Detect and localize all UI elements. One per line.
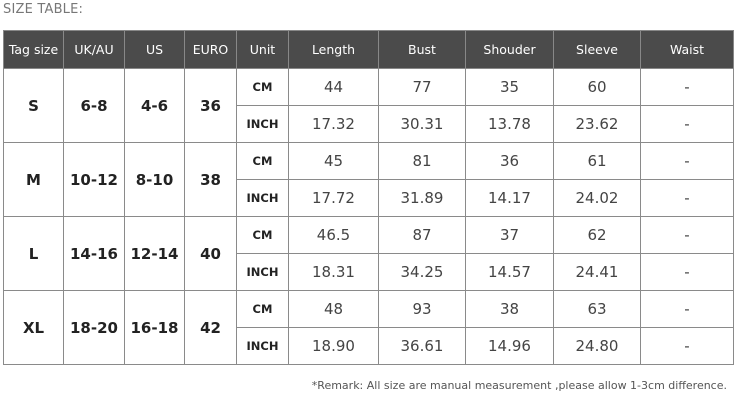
- measurement-cell: 35: [465, 68, 554, 106]
- measurement-cell: 17.32: [288, 105, 379, 143]
- measurement-cell: -: [640, 179, 734, 217]
- size-uk: 14-16: [63, 216, 125, 291]
- table-row: S 6-8 4-6 36 CM 44 77 35 60-: [3, 68, 734, 143]
- measurement-cell: 44: [288, 68, 379, 106]
- size-uk: 18-20: [63, 290, 125, 365]
- measurement-cell: 24.41: [553, 253, 641, 291]
- size-us: 8-10: [124, 142, 185, 217]
- column-header: Tag size: [3, 30, 64, 69]
- size-uk: 6-8: [63, 68, 125, 143]
- unit-cell: CM: [236, 142, 289, 180]
- measurement-cell: 13.78: [465, 105, 554, 143]
- measurement-cell: 23.62: [553, 105, 641, 143]
- measurement-cell: 30.31: [378, 105, 466, 143]
- measurement-cell: 45: [288, 142, 379, 180]
- measurement-cell: 31.89: [378, 179, 466, 217]
- column-header: Waist: [640, 30, 734, 69]
- size-euro: 36: [184, 68, 237, 143]
- measurement-cell: -: [640, 290, 734, 328]
- measurement-cell: 24.02: [553, 179, 641, 217]
- measurement-cell: -: [640, 327, 734, 365]
- unit-cell: INCH: [236, 105, 289, 143]
- table-row: INCH 17.32 30.31 13.78 23.62-: [4, 105, 734, 143]
- column-header: US: [124, 30, 185, 69]
- size-us: 12-14: [124, 216, 185, 291]
- table-row: INCH 18.90 36.61 14.96 24.80-: [4, 327, 734, 365]
- table-row: INCH 18.31 34.25 14.57 24.41-: [4, 253, 734, 291]
- measurement-cell: 62: [553, 216, 641, 254]
- measurement-cell: 48: [288, 290, 379, 328]
- measurement-cell: 81: [378, 142, 466, 180]
- measurement-cell: 46.5: [288, 216, 379, 254]
- table-row: L 14-16 12-14 40 CM 46.5 87 37 62-: [3, 216, 734, 291]
- size-tag: L: [3, 216, 64, 291]
- measurement-cell: 34.25: [378, 253, 466, 291]
- measurement-cell: 14.57: [465, 253, 554, 291]
- measurement-cell: 77: [378, 68, 466, 106]
- unit-cell: CM: [236, 216, 289, 254]
- unit-cell: CM: [236, 68, 289, 106]
- measurement-cell: 36.61: [378, 327, 466, 365]
- measurement-cell: 36: [465, 142, 554, 180]
- measurement-cell: 61: [553, 142, 641, 180]
- table-row: M 10-12 8-10 38 CM 45 81 36 61-: [3, 142, 734, 217]
- column-header: Unit: [236, 30, 289, 69]
- unit-cell: INCH: [236, 327, 289, 365]
- size-euro: 42: [184, 290, 237, 365]
- table-row: XL 18-20 16-18 42 CM 48 93 38 63-: [3, 290, 734, 365]
- remark-note: *Remark: All size are manual measurement…: [311, 379, 727, 392]
- measurement-cell: -: [640, 253, 734, 291]
- size-us: 4-6: [124, 68, 185, 143]
- measurement-cell: 38: [465, 290, 554, 328]
- measurement-cell: 93: [378, 290, 466, 328]
- column-header: EURO: [184, 30, 237, 69]
- size-euro: 40: [184, 216, 237, 291]
- measurement-cell: 60: [553, 68, 641, 106]
- column-header: Shouder: [465, 30, 554, 69]
- column-header: UK/AU: [63, 30, 125, 69]
- size-table: Tag size UK/AU US EURO Unit Length Bust Shouder…: [3, 30, 734, 365]
- size-uk: 10-12: [63, 142, 125, 217]
- measurement-cell: -: [640, 216, 734, 254]
- measurement-cell: 63: [553, 290, 641, 328]
- unit-cell: CM: [236, 290, 289, 328]
- size-tag: S: [3, 68, 64, 143]
- measurement-cell: 18.31: [288, 253, 379, 291]
- size-us: 16-18: [124, 290, 185, 365]
- measurement-cell: -: [640, 105, 734, 143]
- measurement-cell: 24.80: [553, 327, 641, 365]
- table-header-row: Tag size UK/AU US EURO Unit Length Bust Shouder…: [3, 30, 734, 69]
- measurement-cell: 14.17: [465, 179, 554, 217]
- size-tag: M: [3, 142, 64, 217]
- unit-cell: INCH: [236, 253, 289, 291]
- column-header: Bust: [378, 30, 466, 69]
- column-header: Sleeve: [553, 30, 641, 69]
- measurement-cell: -: [640, 142, 734, 180]
- measurement-cell: 18.90: [288, 327, 379, 365]
- size-euro: 38: [184, 142, 237, 217]
- unit-cell: INCH: [236, 179, 289, 217]
- measurement-cell: -: [640, 68, 734, 106]
- table-row: INCH 17.72 31.89 14.17 24.02-: [4, 179, 734, 217]
- size-tag: XL: [3, 290, 64, 365]
- measurement-cell: 14.96: [465, 327, 554, 365]
- measurement-cell: 87: [378, 216, 466, 254]
- column-header: Length: [288, 30, 379, 69]
- measurement-cell: 37: [465, 216, 554, 254]
- measurement-cell: 17.72: [288, 179, 379, 217]
- page-title: SIZE TABLE:: [3, 2, 84, 17]
